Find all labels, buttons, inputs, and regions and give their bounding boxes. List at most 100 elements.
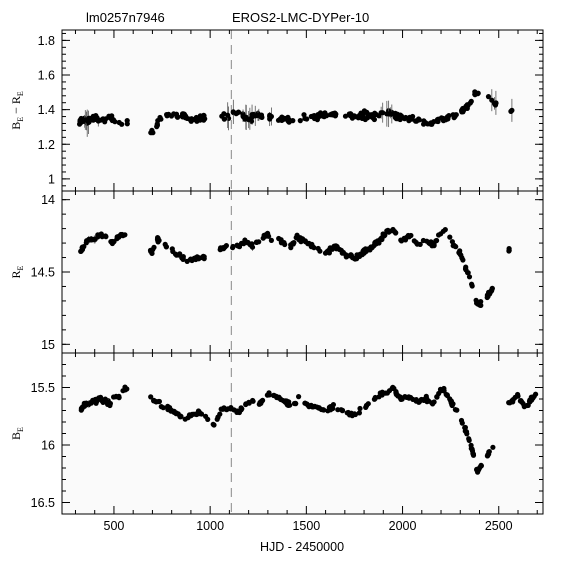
y-tick-label: 16.5: [31, 496, 55, 510]
data-point: [221, 405, 227, 411]
data-points: [78, 384, 539, 475]
data-point: [346, 411, 353, 417]
data-point: [93, 396, 99, 402]
data-point: [151, 397, 157, 403]
data-point: [110, 117, 117, 123]
data-point: [360, 113, 366, 120]
data-point: [114, 234, 120, 240]
data-point: [262, 233, 269, 239]
data-point: [118, 232, 124, 238]
data-point: [80, 404, 86, 410]
data-point: [408, 232, 414, 239]
data-point: [175, 411, 181, 417]
data-point: [485, 94, 492, 100]
data-point: [413, 397, 419, 403]
data-point: [397, 394, 403, 400]
data-point: [154, 121, 160, 127]
data-point: [180, 111, 186, 117]
data-point: [369, 245, 375, 251]
data-point: [330, 111, 337, 117]
data-point: [107, 400, 113, 407]
data-point: [384, 390, 390, 396]
data-points: [78, 226, 512, 308]
data-point: [78, 248, 84, 254]
x-tick-label: 2500: [485, 519, 513, 533]
data-point: [348, 252, 354, 258]
data-point: [474, 466, 480, 472]
data-point: [321, 114, 327, 120]
y-tick-label: 15.5: [31, 381, 55, 395]
data-point: [468, 442, 474, 448]
data-point: [222, 244, 228, 250]
data-point: [434, 237, 440, 244]
data-point: [288, 245, 294, 251]
data-point: [380, 231, 386, 237]
y-tick-label: 16: [41, 439, 55, 453]
data-point: [88, 116, 94, 122]
data-point: [318, 406, 324, 413]
data-point: [184, 258, 190, 264]
data-point: [453, 112, 459, 118]
x-axis-label: HJD - 2450000: [260, 540, 344, 554]
data-point: [305, 402, 311, 408]
data-point: [326, 250, 332, 256]
data-point: [302, 238, 308, 244]
data-point: [462, 266, 469, 272]
data-point: [357, 405, 363, 412]
data-point: [89, 236, 95, 243]
data-point: [330, 405, 336, 412]
data-point: [452, 407, 458, 413]
data-point: [462, 424, 468, 431]
object-id-title: lm0257n7946: [86, 10, 165, 25]
data-point: [460, 257, 466, 263]
y-tick-label: 1: [48, 172, 55, 186]
data-point: [278, 396, 284, 403]
data-point: [447, 234, 453, 240]
data-point: [108, 239, 114, 245]
data-point: [109, 113, 115, 119]
data-point: [175, 114, 181, 120]
panel-B: 15.5 16 16.5 500 1000 1500 2000 2500 BE: [9, 352, 544, 533]
data-point: [168, 407, 175, 413]
data-point: [82, 117, 88, 123]
data-point: [414, 118, 420, 124]
data-point: [427, 241, 433, 247]
data-point: [343, 254, 349, 260]
data-point: [469, 281, 475, 287]
y-tick-label: 1.6: [38, 69, 55, 83]
data-point: [436, 116, 442, 122]
y-axis-label: BE − RE: [9, 91, 25, 130]
data-point: [148, 394, 154, 400]
data-point: [279, 114, 285, 120]
data-point: [421, 118, 427, 124]
panel-color: 1 1.2 1.4 1.6 1.8 BE − RE: [9, 29, 544, 192]
data-point: [271, 392, 277, 398]
data-point: [193, 256, 199, 263]
data-point: [403, 114, 409, 121]
panel-background: [62, 191, 543, 353]
data-point: [357, 251, 363, 257]
data-point: [255, 112, 261, 118]
data-point: [313, 114, 319, 120]
data-point: [163, 244, 169, 250]
data-point: [315, 245, 321, 252]
data-point: [331, 243, 337, 249]
data-point: [508, 108, 514, 114]
y-tick-label: 1.8: [38, 34, 55, 48]
data-point: [150, 130, 156, 136]
data-point: [124, 386, 130, 392]
data-point: [371, 396, 377, 402]
data-point: [379, 389, 385, 395]
data-point: [267, 116, 273, 122]
data-point: [169, 246, 175, 252]
data-point: [236, 409, 242, 416]
data-point: [296, 237, 302, 243]
data-point: [372, 110, 378, 116]
x-tick-label: 1500: [292, 519, 320, 533]
data-point: [246, 399, 252, 405]
data-point: [377, 236, 383, 242]
data-point: [155, 398, 162, 405]
data-point: [463, 105, 470, 111]
data-point: [527, 397, 533, 403]
